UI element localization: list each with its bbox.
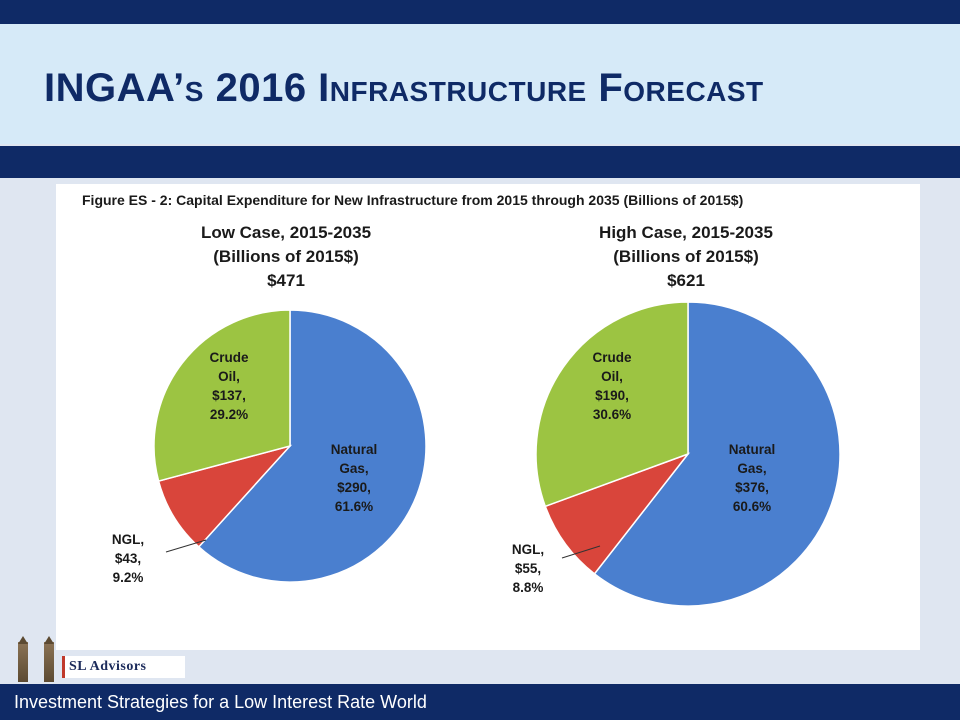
top-bar [0,0,960,24]
slide-title: INGAA’s 2016 Infrastructure Forecast [44,66,764,110]
pie-slice-label: $55, [515,561,541,576]
pie-slice-label: $190, [595,388,629,403]
pie-title-line: (Billions of 2015$) [613,247,758,266]
pie-slice-crude-oil [535,301,689,508]
pie-slice-label: 60.6% [733,499,771,514]
pie-slice-ngl [544,452,691,575]
pie-slice-label: Natural [729,442,776,457]
pie-slice-natural-gas [197,309,427,583]
pie-title-line: Low Case, 2015-2035 [201,223,371,242]
tower-icon [44,636,54,682]
pie-slice-label: 9.2% [113,570,144,585]
pie-chart-high-case: High Case, 2015-2035 (Billions of 2015$) $… [512,223,841,607]
pie-slice-label: $376, [735,480,769,495]
logo-text: SL Advisors [69,659,147,674]
pie-title-line: $471 [267,271,305,290]
pie-slice-label: NGL, [512,542,544,557]
label-leader-line [165,539,207,553]
pie-slice-label: Crude [209,350,248,365]
chart-figure: Figure ES - 2: Capital Expenditure for N… [56,184,920,650]
pie-slice-label: 8.8% [513,580,544,595]
sl-advisors-logo: SL Advisors [12,636,185,684]
pie-slice-label: 61.6% [335,499,373,514]
footer-tagline: Investment Strategies for a Low Interest… [14,692,427,712]
pie-title-line: (Billions of 2015$) [213,247,358,266]
pie-slice-ngl [157,444,293,548]
title-band [0,24,960,144]
pie-chart-low-case: Low Case, 2015-2035 (Billions of 2015$) $4… [112,223,427,585]
pie-slice-label: Oil, [601,369,623,384]
footer-bar: Investment Strategies for a Low Interest… [0,684,960,720]
pie-slice-label: Gas, [339,461,368,476]
pie-slice-label: 29.2% [210,407,248,422]
pie-slice-natural-gas [593,301,841,607]
pie-slice-label: Gas, [737,461,766,476]
pie-title-line: $621 [667,271,705,290]
pie-charts: Low Case, 2015-2035 (Billions of 2015$) $4… [112,223,841,607]
logo-brand-box: SL Advisors [62,656,185,678]
pie-slice-label: $290, [337,480,371,495]
tower-icon [18,636,28,682]
pie-title-line: High Case, 2015-2035 [599,223,773,242]
title-underline-bar [0,146,960,178]
pie-slice-label: $137, [212,388,246,403]
pie-slice-label: NGL, [112,532,144,547]
pie-slice-label: 30.6% [593,407,631,422]
pie-slice-label: Oil, [218,369,240,384]
pie-slice-label: Crude [592,350,631,365]
label-leader-line [561,545,601,559]
figure-title: Figure ES - 2: Capital Expenditure for N… [82,192,744,208]
pie-slice-crude-oil [153,309,291,482]
pie-slice-label: Natural [331,442,378,457]
pie-slice-label: $43, [115,551,141,566]
